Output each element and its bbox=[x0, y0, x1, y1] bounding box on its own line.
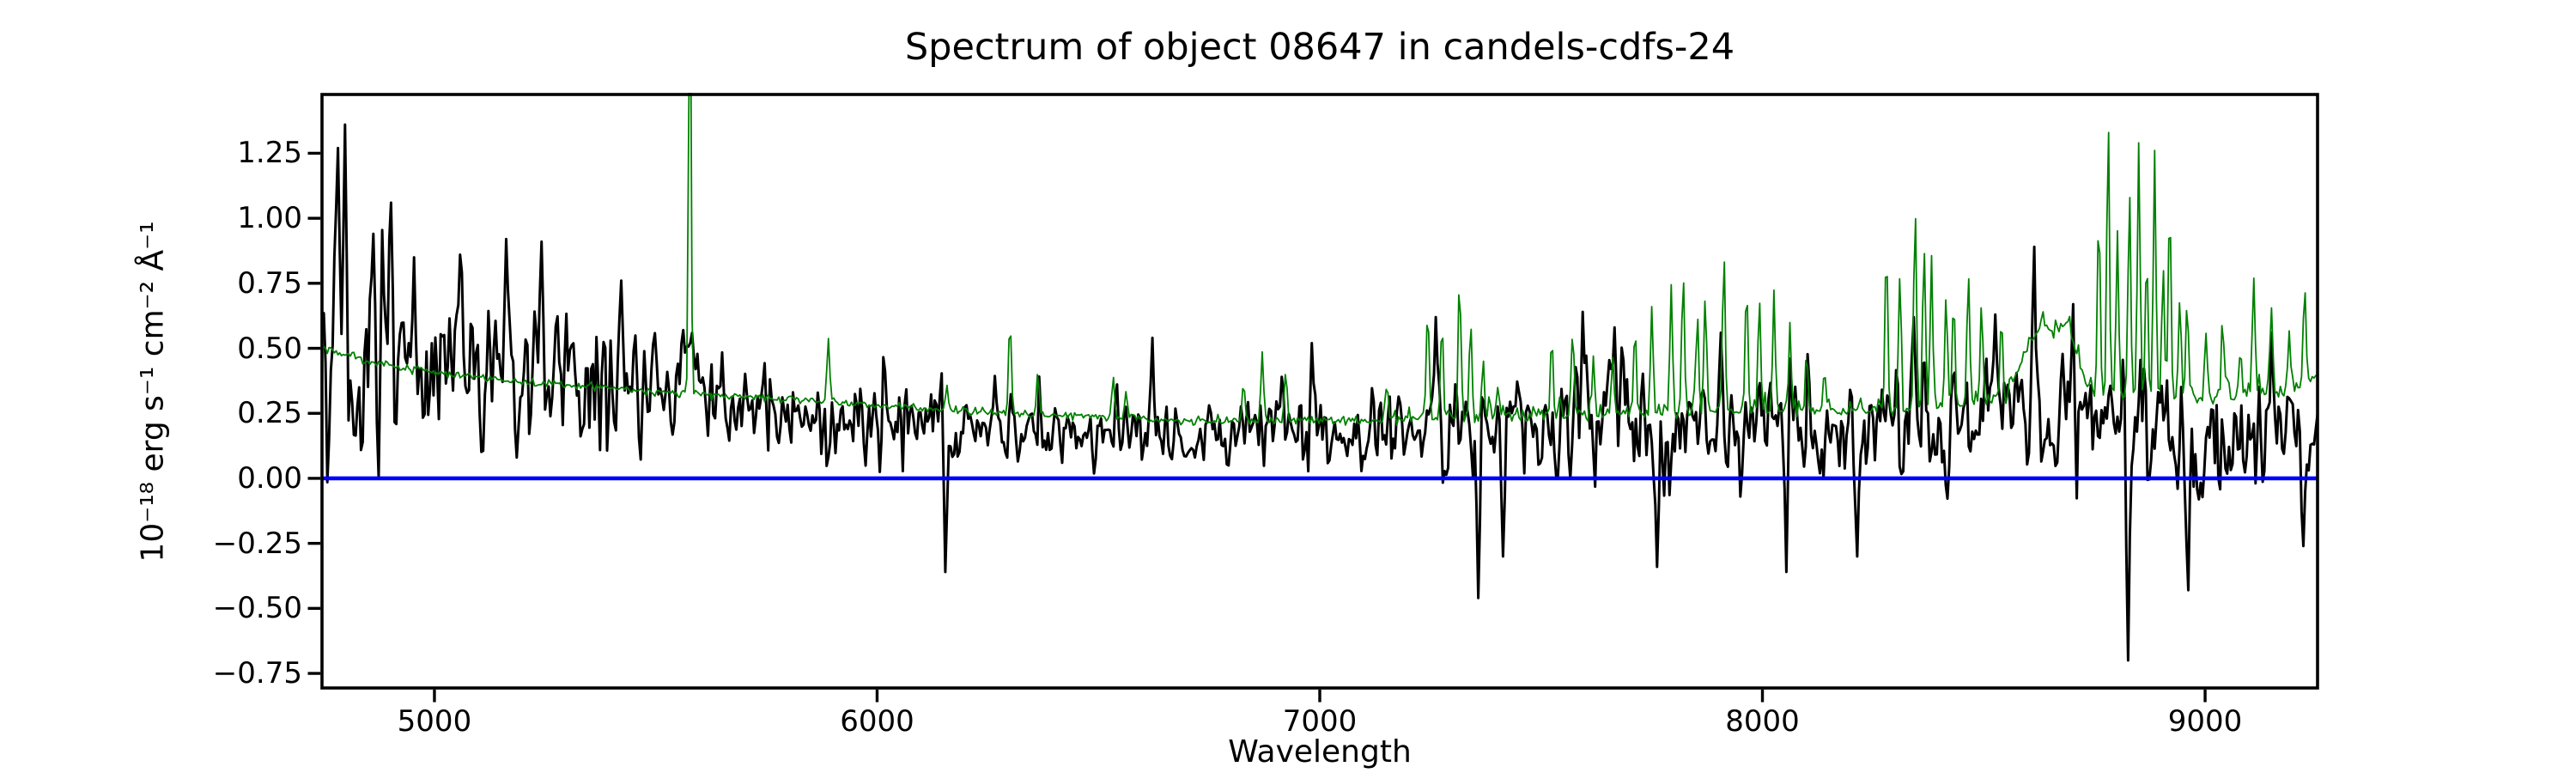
y-tick-label: −0.75 bbox=[212, 656, 302, 691]
sky-noise-spectrum-line bbox=[322, 93, 2318, 427]
x-tick-label: 9000 bbox=[2167, 704, 2243, 739]
y-tick-label: −0.50 bbox=[212, 591, 302, 626]
plot-title: Spectrum of object 08647 in candels-cdfs… bbox=[904, 26, 1735, 69]
plot-data-layer bbox=[322, 93, 2318, 662]
x-tick-label: 8000 bbox=[1725, 704, 1800, 739]
x-tick-label: 7000 bbox=[1282, 704, 1358, 739]
axes-frame bbox=[320, 93, 2319, 690]
y-tick-label: 1.25 bbox=[237, 136, 302, 171]
y-tick-label: 0.00 bbox=[237, 460, 302, 496]
y-tick-label: 0.75 bbox=[237, 265, 302, 301]
object-flux-spectrum-line bbox=[322, 123, 2318, 662]
y-tick-label: 0.25 bbox=[237, 396, 302, 431]
x-tick-label: 6000 bbox=[840, 704, 914, 739]
x-tick-label: 5000 bbox=[397, 704, 472, 739]
y-tick-label: 1.00 bbox=[237, 201, 302, 236]
y-tick-label: 0.50 bbox=[237, 331, 302, 366]
x-axis-label: Wavelength bbox=[1228, 734, 1412, 770]
y-tick-label: −0.25 bbox=[212, 526, 302, 561]
